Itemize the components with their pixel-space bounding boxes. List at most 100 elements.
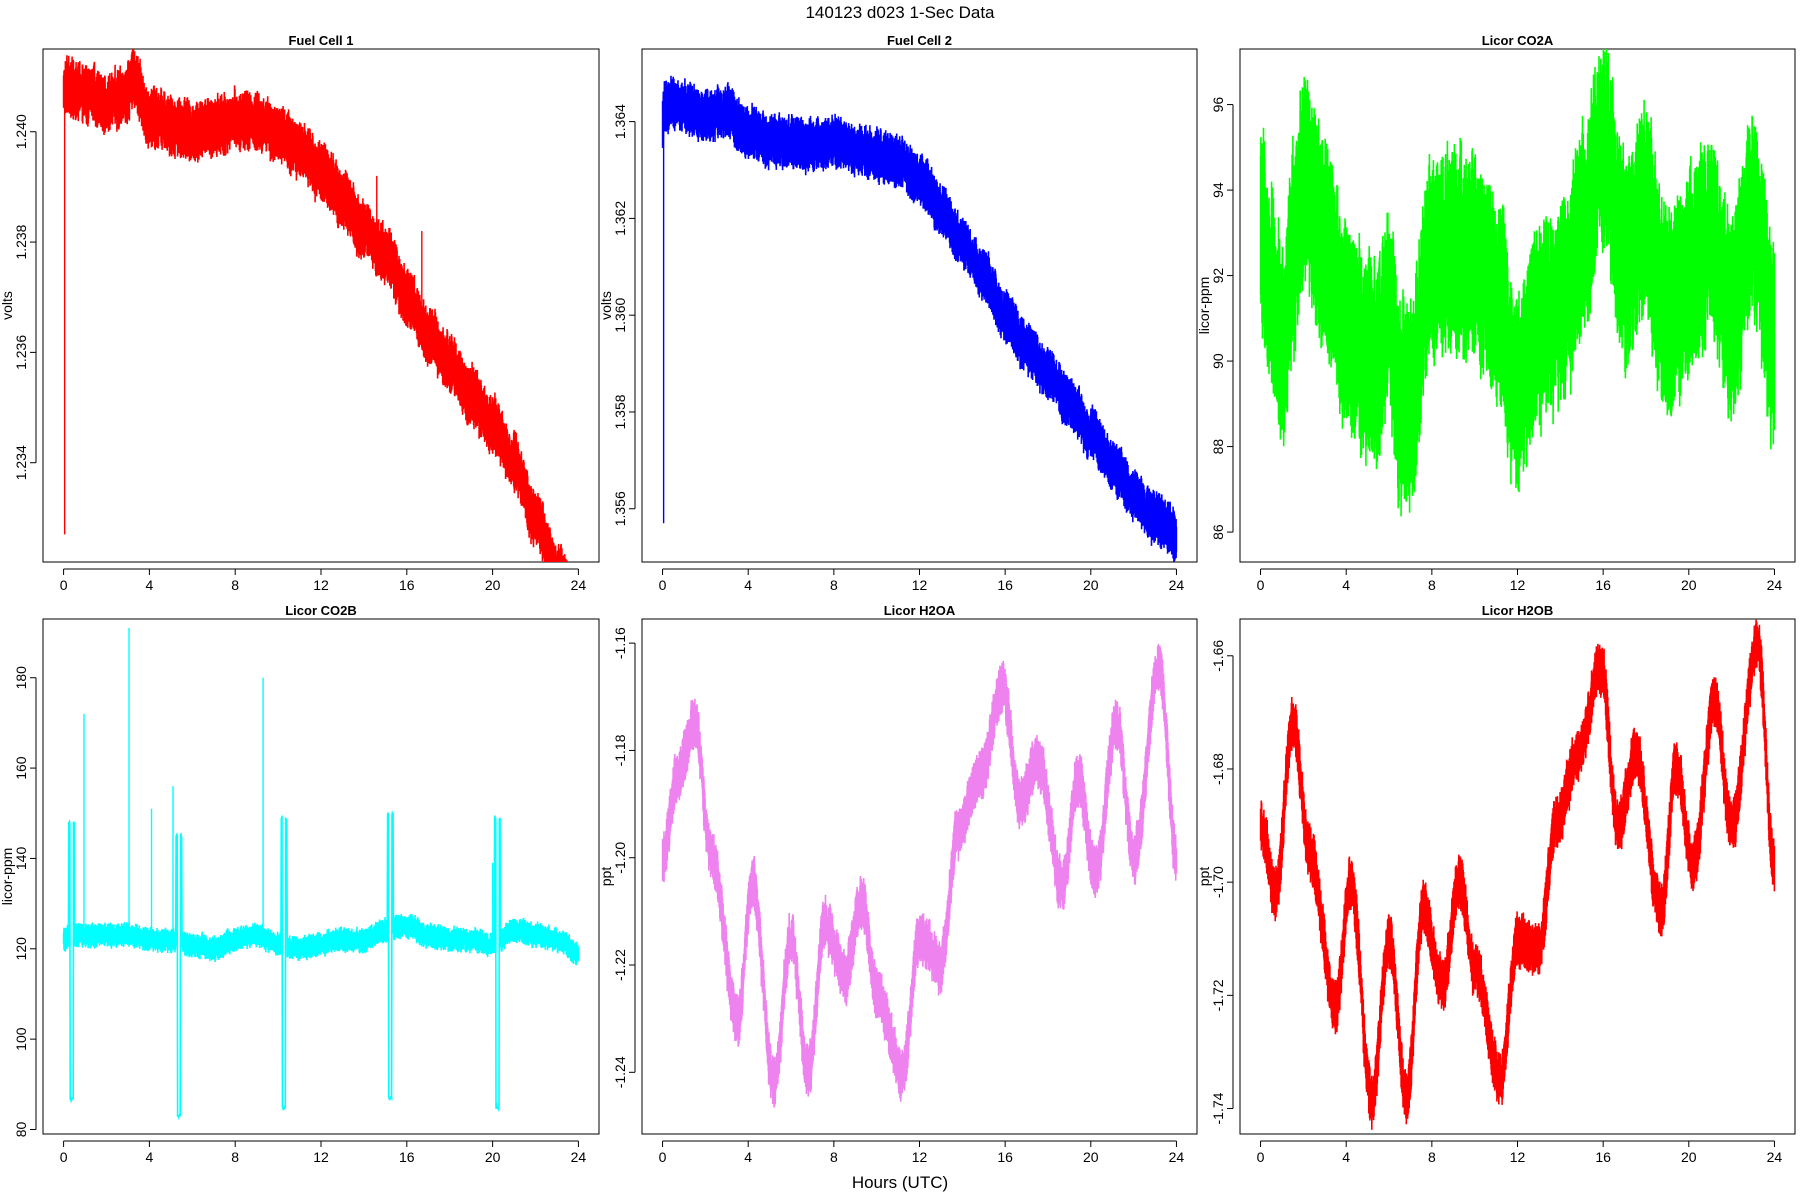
panel-6-y-tick-label: -1.66	[1210, 640, 1226, 672]
panel-2-x-tick-label: 16	[997, 577, 1013, 593]
panel-2-x-tick-label: 12	[912, 577, 928, 593]
panel-6-x-tick-label: 4	[1342, 1149, 1350, 1165]
panel-4-y-tick-label: 140	[13, 847, 29, 871]
panel-1-frame	[42, 48, 600, 563]
panel-1-y-tick-label: 1.238	[13, 224, 29, 259]
panel-6-y-tick-label: -1.68	[1210, 753, 1226, 785]
panel-1-x-tick-label: 24	[571, 577, 587, 593]
panel-4-y-tick-label: 120	[13, 937, 29, 961]
panel-2-x-tick-label: 0	[659, 577, 667, 593]
panel-5-x-axis: 0 4 8 12 16 20 24	[659, 1140, 1185, 1165]
panel-3-title: Licor CO2A	[1482, 33, 1554, 48]
panel-4: Licor CO2B 0 4 8 12 16 20 24 80 100 120 140 160 180 li…	[0, 603, 600, 1165]
panel-4-x-tick-label: 4	[145, 1149, 153, 1165]
panel-1-x-tick-label: 16	[399, 577, 415, 593]
panel-4-x-tick-label: 24	[571, 1149, 587, 1165]
panel-6-x-tick-label: 12	[1510, 1149, 1526, 1165]
panel-5-ylabel: ppt	[598, 867, 614, 887]
panel-1-x-tick-label: 8	[231, 577, 239, 593]
panel-1-y-tick-label: 1.240	[13, 114, 29, 149]
panel-4-x-tick-label: 12	[313, 1149, 329, 1165]
panel-4-x-tick-label: 20	[485, 1149, 501, 1165]
panel-1-x-tick-label: 20	[485, 577, 501, 593]
panel-5-x-tick-label: 20	[1083, 1149, 1099, 1165]
panel-6: Licor H2OB 0 4 8 12 16 20 24 -1.74 -1.72 -1.70 -1.6…	[1196, 603, 1796, 1165]
panel-1-series-line	[62, 49, 568, 562]
panel-6-x-tick-label: 20	[1681, 1149, 1697, 1165]
panel-3-y-tick-label: 90	[1210, 353, 1226, 369]
panel-2-y-tick-label: 1.364	[612, 104, 628, 139]
panel-1-ylabel: volts	[0, 291, 15, 320]
panel-3-y-tick-label: 94	[1210, 182, 1226, 198]
panel-2-series-line	[661, 75, 1178, 562]
panel-5-frame	[641, 618, 1198, 1135]
panel-2-y-tick-label: 1.356	[612, 491, 628, 526]
panel-4-x-tick-label: 8	[231, 1149, 239, 1165]
panel-1-title: Fuel Cell 1	[288, 33, 353, 48]
panel-4-y-tick-label: 80	[13, 1121, 29, 1137]
panel-3-x-axis: 0 4 8 12 16 20 24	[1257, 568, 1783, 593]
panel-4-y-tick-label: 160	[13, 756, 29, 780]
panel-3-y-tick-label: 86	[1210, 524, 1226, 540]
panel-2-x-tick-label: 8	[830, 577, 838, 593]
panel-5: Licor H2OA 0 4 8 12 16 20 24 -1.24 -1.22 -1.20 -1.1…	[598, 603, 1198, 1165]
panel-3-x-tick-label: 12	[1510, 577, 1526, 593]
panel-5-y-tick-label: -1.20	[612, 842, 628, 874]
panel-5-title: Licor H2OA	[884, 603, 956, 618]
panel-1-x-tick-label: 12	[313, 577, 329, 593]
panel-1: Fuel Cell 10 4 8 12 16 20 241.2341.2361.2381.2…	[0, 33, 600, 593]
figure-title: 140123 d023 1-Sec Data	[805, 3, 995, 22]
panel-1-x-tick-label: 4	[145, 577, 153, 593]
panel-5-x-tick-label: 0	[659, 1149, 667, 1165]
panel-4-title: Licor CO2B	[285, 603, 357, 618]
panel-1-y-tick-label: 1.236	[13, 335, 29, 370]
panel-1-x-tick-label: 0	[60, 577, 68, 593]
panel-2-y-tick-label: 1.358	[612, 394, 628, 429]
panel-3-y-tick-label: 88	[1210, 439, 1226, 455]
panel-4-x-tick-label: 0	[60, 1149, 68, 1165]
panel-5-x-tick-label: 12	[912, 1149, 928, 1165]
panel-3-x-tick-label: 0	[1257, 577, 1265, 593]
panel-4-x-axis: 0 4 8 12 16 20 24	[60, 1140, 587, 1165]
panel-2-x-tick-label: 4	[744, 577, 752, 593]
panel-5-x-tick-label: 4	[744, 1149, 752, 1165]
panel-2-frame	[641, 48, 1198, 563]
panel-5-y-axis: -1.24 -1.22 -1.20 -1.18 -1.16	[612, 627, 636, 1088]
panel-3-y-tick-label: 96	[1210, 97, 1226, 113]
panel-3-x-tick-label: 24	[1767, 577, 1783, 593]
panel-6-x-tick-label: 24	[1767, 1149, 1783, 1165]
panel-6-title: Licor H2OB	[1482, 603, 1554, 618]
panel-1-y-tick-label: 1.234	[13, 445, 29, 480]
panel-3: Licor CO2A 0 4 8 12 16 20 24 86 88 90 92 94 96 licor-p…	[1196, 33, 1796, 593]
panel-2-y-tick-label: 1.362	[612, 201, 628, 236]
panel-2-y-tick-label: 1.360	[612, 297, 628, 332]
panel-6-ylabel: ppt	[1196, 867, 1212, 887]
panel-4-y-tick-label: 100	[13, 1027, 29, 1051]
panel-6-y-tick-label: -1.70	[1210, 866, 1226, 898]
panel-6-x-axis: 0 4 8 12 16 20 24	[1257, 1140, 1783, 1165]
panel-5-x-tick-label: 16	[997, 1149, 1013, 1165]
panel-2-x-tick-label: 20	[1083, 577, 1099, 593]
panel-4-series-line	[62, 810, 580, 1121]
panel-3-ylabel: licor-ppm	[1196, 277, 1212, 335]
panel-4-x-tick-label: 16	[399, 1149, 415, 1165]
panel-6-y-tick-label: -1.74	[1210, 1092, 1226, 1124]
panel-4-frame	[42, 618, 600, 1135]
panel-4-y-axis: 80 100 120 140 160 180	[13, 666, 37, 1137]
panel-2-ylabel: volts	[598, 291, 614, 320]
panel-4-y-tick-label: 180	[13, 666, 29, 690]
panel-2-title: Fuel Cell 2	[887, 33, 952, 48]
panel-3-y-axis: 86 88 90 92 94 96	[1210, 97, 1234, 540]
panel-5-x-tick-label: 8	[830, 1149, 838, 1165]
panel-3-x-tick-label: 16	[1595, 577, 1611, 593]
panel-1-y-axis: 1.234 1.236 1.238 1.240	[13, 114, 37, 480]
panel-5-y-tick-label: -1.18	[612, 734, 628, 766]
panel-5-y-tick-label: -1.16	[612, 627, 628, 659]
panel-5-y-tick-label: -1.24	[612, 1056, 628, 1088]
panel-2-y-axis: 1.356 1.358 1.360 1.362 1.364	[612, 104, 636, 526]
panel-2: Fuel Cell 20 4 8 12 16 20 241.3561.3581.3601.3…	[598, 33, 1198, 593]
panel-5-x-tick-label: 24	[1169, 1149, 1185, 1165]
panel-3-x-tick-label: 4	[1342, 577, 1350, 593]
